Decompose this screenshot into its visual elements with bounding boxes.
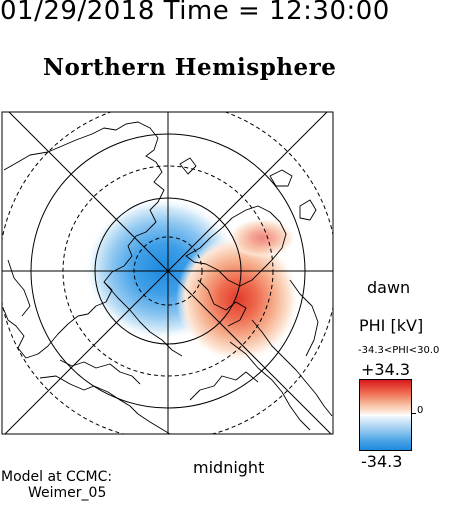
polar-map xyxy=(1,111,334,435)
coastline-scandinavia xyxy=(103,281,183,357)
coastline-europe xyxy=(3,309,79,359)
coastline-africa xyxy=(39,375,171,434)
midnight-label: midnight xyxy=(193,458,265,477)
coastline-arctic-islands xyxy=(197,279,247,327)
colorbar-max-label: +34.3 xyxy=(361,360,411,379)
credit-line-2: Weimer_05 xyxy=(28,485,107,501)
coastline-hudson xyxy=(289,279,319,357)
coastline-svalbard xyxy=(179,157,197,175)
meridian-135 xyxy=(4,112,328,434)
colorbar-title: PHI [kV] xyxy=(359,316,424,335)
positive-lobe-north xyxy=(228,218,296,258)
coastline-iceland xyxy=(269,169,293,187)
coastlines xyxy=(3,121,333,434)
coastline-mediterranean xyxy=(59,359,141,385)
colorbar-zero-label: 0 xyxy=(417,405,424,416)
colorbar-range: -34.3<PHI<30.0 xyxy=(358,345,440,356)
dawn-label: dawn xyxy=(367,278,411,297)
positive-potential-cell xyxy=(176,235,300,363)
coastline-british-isles xyxy=(299,199,317,221)
credit-line-1: Model at CCMC: xyxy=(1,469,113,485)
colorbar xyxy=(359,379,412,451)
plot-frame xyxy=(1,111,334,435)
coastline-asia-east xyxy=(7,259,31,317)
coastline-alaska xyxy=(189,371,259,401)
coastline-canada xyxy=(251,319,333,417)
coastline-eurasia xyxy=(3,121,165,317)
colorbar-min-label: -34.3 xyxy=(361,452,403,471)
colorbar-zero-tick xyxy=(412,413,416,414)
coastline-north-america xyxy=(229,341,311,431)
timestamp: 01/29/2018 Time = 12:30:00 xyxy=(0,0,390,26)
coastline-greenland xyxy=(185,205,287,287)
plot-title: Northern Hemisphere xyxy=(43,54,337,81)
